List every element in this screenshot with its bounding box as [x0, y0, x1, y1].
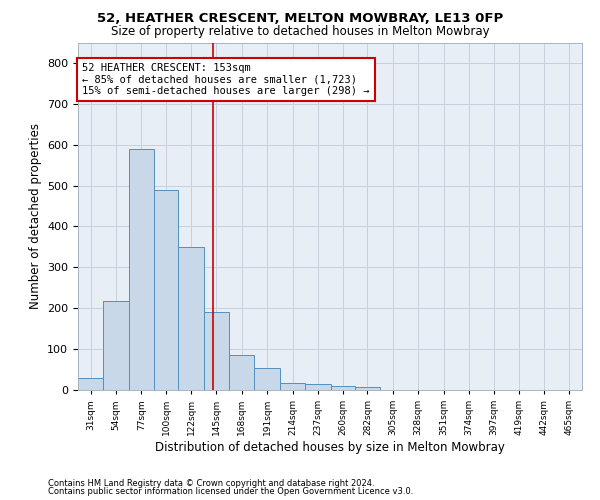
Bar: [305, 384, 331, 390]
Text: Contains HM Land Registry data © Crown copyright and database right 2024.: Contains HM Land Registry data © Crown c…: [48, 478, 374, 488]
Bar: [178, 247, 204, 390]
Text: 52, HEATHER CRESCENT, MELTON MOWBRAY, LE13 0FP: 52, HEATHER CRESCENT, MELTON MOWBRAY, LE…: [97, 12, 503, 26]
Bar: [355, 386, 380, 390]
Bar: [254, 368, 280, 390]
Text: Size of property relative to detached houses in Melton Mowbray: Size of property relative to detached ho…: [110, 25, 490, 38]
Bar: [280, 382, 305, 390]
Bar: [229, 355, 254, 390]
Bar: [103, 301, 129, 390]
Text: 52 HEATHER CRESCENT: 153sqm
← 85% of detached houses are smaller (1,723)
15% of : 52 HEATHER CRESCENT: 153sqm ← 85% of det…: [82, 63, 370, 96]
Y-axis label: Number of detached properties: Number of detached properties: [29, 123, 41, 309]
Bar: [331, 386, 355, 390]
Bar: [154, 190, 178, 390]
Bar: [204, 312, 229, 390]
Text: Contains public sector information licensed under the Open Government Licence v3: Contains public sector information licen…: [48, 487, 413, 496]
Bar: [129, 149, 154, 390]
Bar: [78, 378, 103, 390]
X-axis label: Distribution of detached houses by size in Melton Mowbray: Distribution of detached houses by size …: [155, 441, 505, 454]
